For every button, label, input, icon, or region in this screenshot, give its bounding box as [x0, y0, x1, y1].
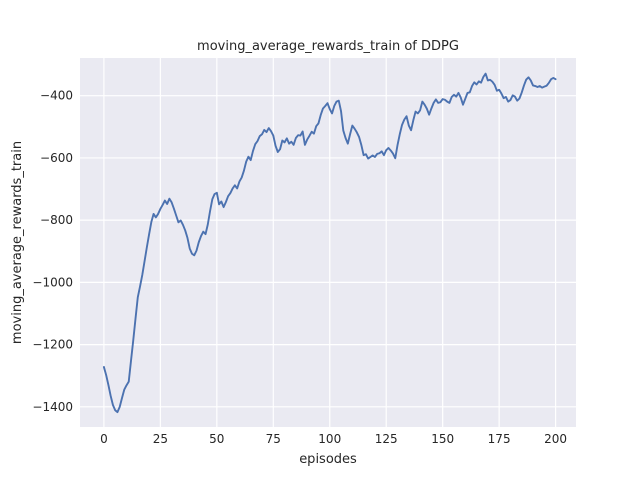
x-axis-label: episodes [299, 452, 357, 467]
data-series-line [102, 72, 557, 414]
chart-title: moving_average_rewards_train of DDPG [197, 39, 459, 54]
y-tick-label: −1000 [32, 275, 73, 289]
x-tick-label: 150 [431, 432, 454, 446]
x-tick-label: 0 [100, 432, 108, 446]
x-tick-label: 25 [153, 432, 168, 446]
plot-area [80, 58, 576, 427]
y-tick-label: −800 [40, 213, 73, 227]
x-tick-label: 200 [544, 432, 567, 446]
tick-labels: 0 25 50 75 100 125 150 175 200 −400 −600 −800 −1000 −… [32, 89, 567, 446]
y-tick-label: −600 [40, 151, 73, 165]
x-tick-label: 175 [488, 432, 511, 446]
y-tick-label: −1400 [32, 400, 73, 414]
x-tick-label: 125 [375, 432, 398, 446]
y-tick-label: −400 [40, 89, 73, 103]
x-tick-label: 100 [318, 432, 341, 446]
y-axis-label: moving_average_rewards_train [10, 141, 25, 344]
x-tick-label: 75 [266, 432, 281, 446]
x-tick-label: 50 [209, 432, 224, 446]
grid [80, 58, 576, 427]
y-tick-label: −1200 [32, 338, 73, 352]
